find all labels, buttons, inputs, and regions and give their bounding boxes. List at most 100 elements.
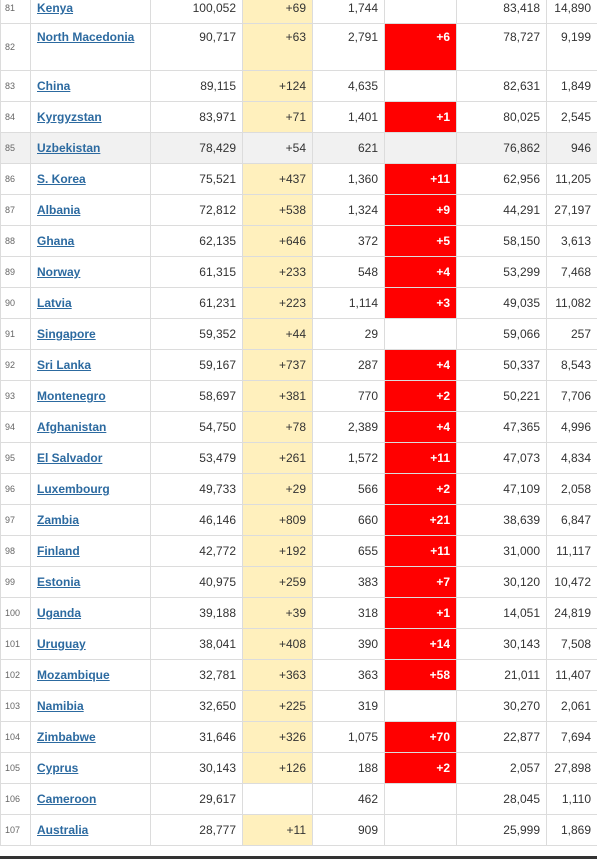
new-deaths-cell: +1 (384, 101, 457, 133)
new-cases-cell: +29 (242, 473, 313, 505)
total-cases-cell: 32,650 (150, 690, 243, 722)
total-cases-cell: 90,717 (150, 23, 243, 71)
country-link[interactable]: Mozambique (37, 668, 110, 682)
table-row: 90 Latvia 61,231 +223 1,114 +3 49,035 11,082 (0, 287, 597, 319)
active-cases-cell: 11,082 (546, 287, 597, 319)
new-cases-cell (242, 783, 313, 815)
country-cell: Cameroon (30, 783, 151, 815)
table-row: 101 Uruguay 38,041 +408 390 +14 30,143 7,508 (0, 628, 597, 660)
new-cases-cell: +326 (242, 721, 313, 753)
rank-cell: 96 (0, 473, 31, 505)
country-cell: Namibia (30, 690, 151, 722)
country-link[interactable]: Singapore (37, 327, 96, 341)
active-cases-cell: 946 (546, 132, 597, 164)
total-recovered-cell: 80,025 (456, 101, 547, 133)
country-link[interactable]: Australia (37, 823, 89, 837)
new-cases-cell: +223 (242, 287, 313, 319)
total-deaths-cell: 1,744 (312, 0, 385, 24)
country-link[interactable]: Uzbekistan (37, 141, 101, 155)
country-link[interactable]: Zimbabwe (37, 730, 96, 744)
new-deaths-cell: +58 (384, 659, 457, 691)
total-deaths-cell: 4,635 (312, 70, 385, 102)
new-deaths-cell (384, 783, 457, 815)
country-link[interactable]: Ghana (37, 234, 75, 248)
total-cases-cell: 75,521 (150, 163, 243, 195)
total-deaths-cell: 655 (312, 535, 385, 567)
total-recovered-cell: 50,337 (456, 349, 547, 381)
new-cases-cell: +408 (242, 628, 313, 660)
country-link[interactable]: El Salvador (37, 451, 103, 465)
total-cases-cell: 53,479 (150, 442, 243, 474)
country-link[interactable]: Cameroon (37, 792, 97, 806)
table-row: 85 Uzbekistan 78,429 +54 621 76,862 946 (0, 132, 597, 164)
rank-cell: 91 (0, 318, 31, 350)
rank-cell: 94 (0, 411, 31, 443)
table-row: 83 China 89,115 +124 4,635 82,631 1,849 (0, 70, 597, 102)
active-cases-cell: 4,996 (546, 411, 597, 443)
country-link[interactable]: Kyrgyzstan (37, 110, 102, 124)
new-deaths-cell: +9 (384, 194, 457, 226)
total-deaths-cell: 566 (312, 473, 385, 505)
total-cases-cell: 31,646 (150, 721, 243, 753)
total-cases-cell: 54,750 (150, 411, 243, 443)
country-cell: Uruguay (30, 628, 151, 660)
country-link[interactable]: Cyprus (37, 761, 79, 775)
country-link[interactable]: S. Korea (37, 172, 86, 186)
total-recovered-cell: 58,150 (456, 225, 547, 257)
country-link[interactable]: Latvia (37, 296, 72, 310)
new-cases-cell: +646 (242, 225, 313, 257)
active-cases-cell: 7,706 (546, 380, 597, 412)
total-cases-cell: 49,733 (150, 473, 243, 505)
country-link[interactable]: Namibia (37, 699, 84, 713)
country-link[interactable]: Montenegro (37, 389, 106, 403)
country-link[interactable]: Zambia (37, 513, 80, 527)
new-cases-cell: +233 (242, 256, 313, 288)
country-link[interactable]: Albania (37, 203, 81, 217)
country-link[interactable]: Norway (37, 265, 81, 279)
country-cell: Latvia (30, 287, 151, 319)
active-cases-cell: 6,847 (546, 504, 597, 536)
new-cases-cell: +69 (242, 0, 313, 24)
country-link[interactable]: Uruguay (37, 637, 86, 651)
total-recovered-cell: 47,073 (456, 442, 547, 474)
country-link[interactable]: Luxembourg (37, 482, 110, 496)
total-cases-cell: 29,617 (150, 783, 243, 815)
table-row: 106 Cameroon 29,617 462 28,045 1,110 (0, 783, 597, 815)
new-cases-cell: +363 (242, 659, 313, 691)
new-deaths-cell (384, 690, 457, 722)
country-link[interactable]: Sri Lanka (37, 358, 92, 372)
country-link[interactable]: Kenya (37, 1, 74, 15)
country-cell: North Macedonia (30, 23, 151, 71)
country-link[interactable]: China (37, 79, 71, 93)
active-cases-cell: 24,819 (546, 597, 597, 629)
total-recovered-cell: 14,051 (456, 597, 547, 629)
total-deaths-cell: 363 (312, 659, 385, 691)
country-link[interactable]: North Macedonia (37, 30, 135, 44)
total-deaths-cell: 319 (312, 690, 385, 722)
rank-cell: 98 (0, 535, 31, 567)
total-cases-cell: 40,975 (150, 566, 243, 598)
active-cases-cell: 7,468 (546, 256, 597, 288)
new-deaths-cell: +21 (384, 504, 457, 536)
country-link[interactable]: Finland (37, 544, 80, 558)
new-deaths-cell: +70 (384, 721, 457, 753)
rank-cell: 86 (0, 163, 31, 195)
total-cases-cell: 42,772 (150, 535, 243, 567)
active-cases-cell: 14,890 (546, 0, 597, 24)
table-row: 95 El Salvador 53,479 +261 1,572 +11 47,073 4,8… (0, 442, 597, 474)
new-cases-cell: +11 (242, 814, 313, 846)
country-cell: Estonia (30, 566, 151, 598)
country-link[interactable]: Uganda (37, 606, 82, 620)
table-row: 103 Namibia 32,650 +225 319 30,270 2,061 (0, 690, 597, 722)
active-cases-cell: 2,061 (546, 690, 597, 722)
new-cases-cell: +124 (242, 70, 313, 102)
country-cell: El Salvador (30, 442, 151, 474)
table-row: 82 North Macedonia 90,717 +63 2,791 +6 78,727 9… (0, 23, 597, 71)
country-link[interactable]: Afghanistan (37, 420, 107, 434)
table-row: 87 Albania 72,812 +538 1,324 +9 44,291 27,197 (0, 194, 597, 226)
country-link[interactable]: Estonia (37, 575, 81, 589)
total-cases-cell: 46,146 (150, 504, 243, 536)
country-cell: Cyprus (30, 752, 151, 784)
total-deaths-cell: 770 (312, 380, 385, 412)
